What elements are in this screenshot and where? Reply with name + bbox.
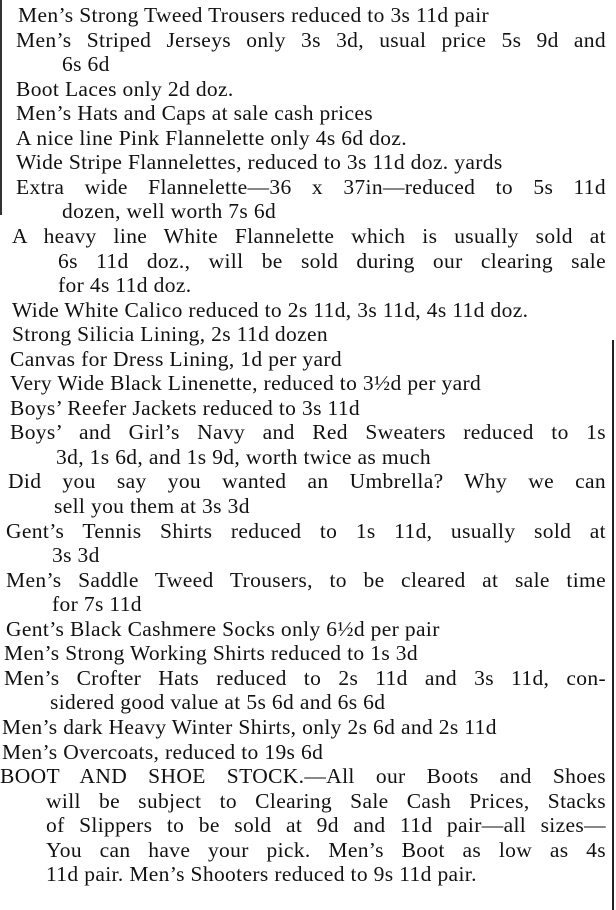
item-text: Gent’s Tennis Shirts reduced to 1s 11d, … [6,518,606,543]
item-text: Boys’ Reefer Jackets reduced to 3s 11d [10,395,361,420]
item-text: Men’s dark Heavy Winter Shirts, only 2s … [2,714,497,739]
item-text-continuation: 6s 11d doz., will be sold during our cle… [58,248,606,273]
item-text-continuation: 3d, 1s 6d, and 1s 9d, worth twice as muc… [56,444,432,469]
item-text: Wide White Calico reduced to 2s 11d, 3s … [12,297,529,322]
item-text-continuation: sell you them at 3s 3d [54,494,250,518]
item-text: Boys’ and Girl’s Navy and Red Sweaters r… [10,420,606,445]
item-text: Canvas for Dress Lining, 1d per yard [10,346,343,371]
item-text: Men’s Overcoats, reduced to 19s 6d [2,739,324,764]
item-text-continuation: You can have your pick. Men’s Boot as lo… [46,837,606,862]
item-text-continuation: 11d pair. Men’s Shooters reduced to 9s 1… [46,862,477,887]
item-text: Did you say you wanted an Umbrella? Why … [8,469,606,494]
item-text-continuation: 6s 6d [62,52,110,77]
item-text: Men’s Saddle Tweed Trousers, to be clear… [6,567,606,592]
item-text: Very Wide Black Linenette, reduced to 3½… [10,371,482,396]
item-text: Men’s Crofter Hats reduced to 2s 11d and… [4,665,606,690]
item-text: BOOT AND SHOE STOCK.—All our Boots and S… [0,764,606,789]
item-text-continuation: for 4s 11d doz. [58,273,192,298]
column-rule-right [612,340,614,910]
item-text: Gent’s Black Cashmere Socks only 6½d per… [6,616,440,641]
item-text-continuation: dozen, well worth 7s 6d [62,199,277,224]
item-text: Men’s Strong Working Shirts reduced to 1… [4,641,418,666]
item-text-continuation: 3s 3d [52,543,100,568]
item-text-continuation: will be subject to Clearing Sale Cash Pr… [46,788,606,813]
column-rule-left [0,0,2,215]
item-text: Extra wide Flannelette—36 x 37in—reduced… [16,174,606,199]
item-text: A nice line Pink Flannelette only 4s 6d … [16,125,407,150]
item-text: Men’s Striped Jerseys only 3s 3d, usual … [16,27,606,52]
item-text-continuation: sidered good value at 5s 6d and 6s 6d [50,690,386,715]
item-text: A heavy line White Flannelette which is … [12,223,606,248]
item-text: Wide Stripe Flannelettes, reduced to 3s … [16,150,503,175]
item-text: Men’s Hats and Caps at sale cash prices [16,101,373,126]
item-text: Boot Laces only 2d doz. [16,76,234,101]
item-text-continuation: of Slippers to be sold at 9d and 11d pai… [46,813,606,838]
item-text-continuation: for 7s 11d [52,592,142,617]
item-text: Men’s Strong Tweed Trousers reduced to 3… [18,3,490,27]
item-text: Strong Silicia Lining, 2s 11d dozen [12,322,329,347]
